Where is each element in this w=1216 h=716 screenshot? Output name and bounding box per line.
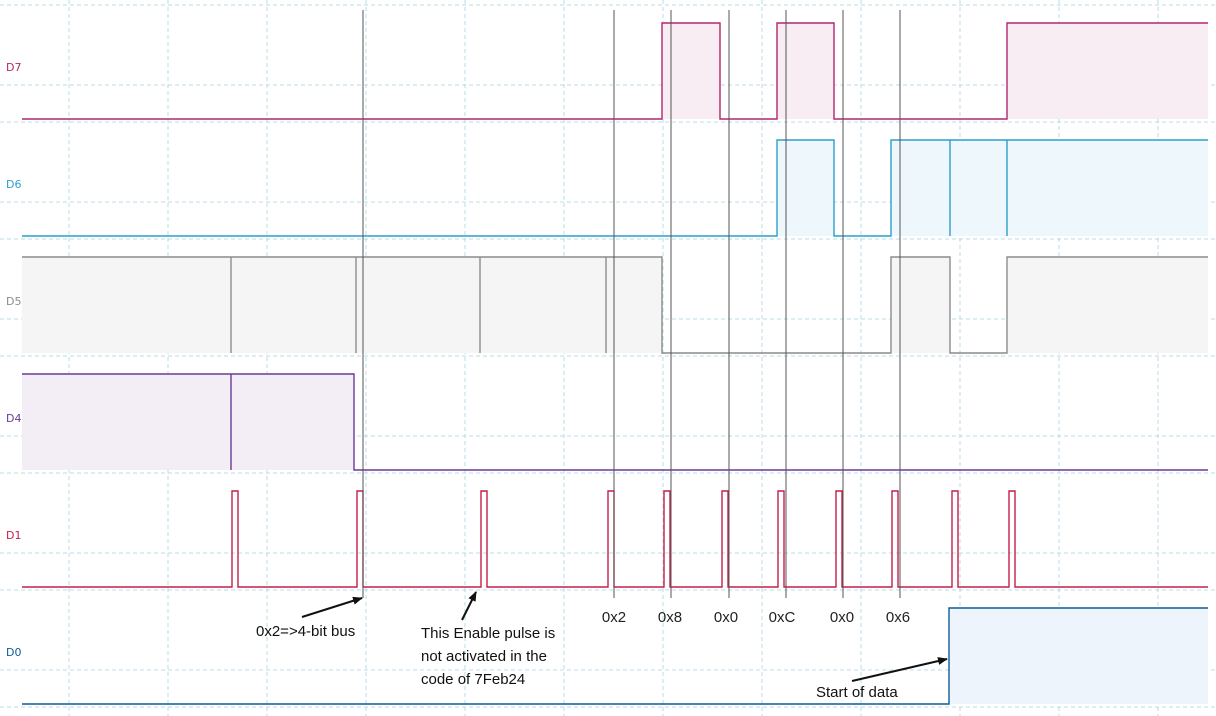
enable-pulse [357, 491, 363, 587]
channel-label-d5: D5 [6, 295, 21, 308]
channel-label-d7: D7 [6, 61, 21, 74]
decoded-value: 0x2 [602, 609, 626, 626]
channel-label-d6: D6 [6, 178, 21, 191]
annotation-text: Start of data [816, 684, 898, 701]
high-region-d0 [949, 608, 1208, 704]
signal-traces [22, 22, 1208, 705]
annotation-text: not activated in the [421, 648, 547, 665]
enable-pulse [722, 491, 728, 587]
decoded-value: 0x0 [830, 609, 854, 626]
trace-d4 [22, 373, 1208, 471]
annotation-text: code of 7Feb24 [421, 671, 525, 688]
high-region-d7 [662, 23, 720, 119]
decoded-value: 0x0 [714, 609, 738, 626]
high-region-d5 [1007, 257, 1208, 353]
decoded-value: 0x8 [658, 609, 682, 626]
channel-label-d1: D1 [6, 529, 21, 542]
trace-d0 [22, 607, 1208, 705]
high-region-d5 [22, 257, 662, 353]
annotation-arrow [461, 591, 477, 621]
decoded-value: 0x6 [886, 609, 910, 626]
high-region-d6 [891, 140, 1208, 236]
signal-fills [22, 23, 1208, 704]
decoded-value: 0xC [769, 609, 796, 626]
annotation-arrow [301, 596, 363, 618]
high-region-d7 [1007, 23, 1208, 119]
enable-pulse [481, 491, 487, 587]
channel-label-d4: D4 [6, 412, 21, 425]
annotation-text: 0x2=>4-bit bus [256, 623, 355, 640]
trace-d6 [22, 139, 1208, 237]
enable-pulse [892, 491, 898, 587]
channel-labels: D7 D6 D5 D4 D1 D0 [6, 61, 21, 659]
annotations: 0x2=>4-bit bus This Enable pulse is not ac… [256, 591, 948, 701]
enable-pulse [1009, 491, 1015, 587]
high-region-d5 [891, 257, 950, 353]
annotation-arrow [851, 657, 948, 682]
trace-d1 [22, 490, 1208, 588]
trace-d7 [22, 22, 1208, 120]
channel-label-d0: D0 [6, 646, 21, 659]
enable-pulse [664, 491, 670, 587]
enable-pulse [778, 491, 784, 587]
high-region-d4 [22, 374, 354, 470]
annotation-text: This Enable pulse is [421, 625, 555, 642]
decoded-values: 0x2 0x8 0x0 0xC 0x0 0x6 [602, 609, 910, 626]
trace-d5 [22, 256, 1208, 354]
enable-pulse [836, 491, 842, 587]
enable-pulse [952, 491, 958, 587]
cursor-markers[interactable] [362, 10, 901, 598]
enable-pulse [232, 491, 238, 587]
enable-pulse [608, 491, 614, 587]
